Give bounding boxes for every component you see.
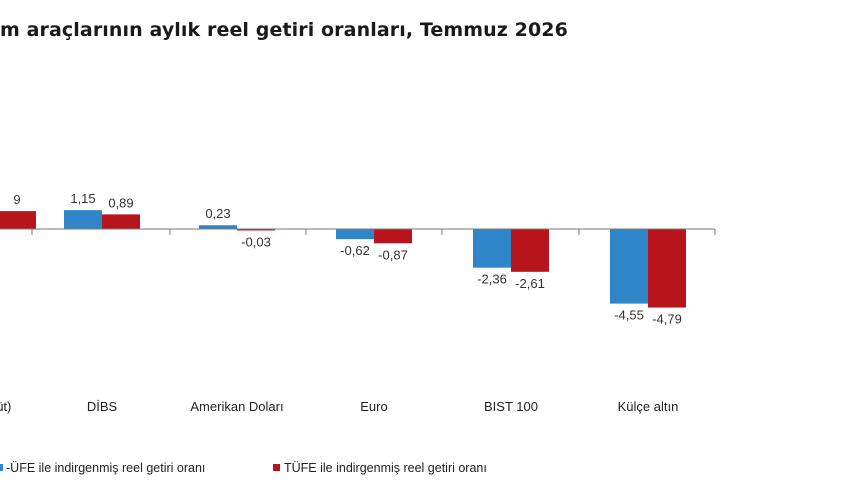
bar-s2-5 — [648, 229, 686, 308]
bars-layer — [0, 210, 686, 308]
bar-s2-0 — [0, 211, 36, 229]
category-label-1: DİBS — [87, 399, 118, 414]
legend-label-s1: -ÜFE ile indirgenmiş reel getiri oranı — [6, 461, 205, 475]
value-label-s2-3: -0,87 — [378, 247, 408, 262]
category-labels-layer: brüt) DİBS Amerikan Doları Euro BIST 100 Külç… — [0, 399, 678, 414]
value-label-s1-2: 0,23 — [205, 206, 230, 221]
bar-s1-1 — [64, 210, 102, 229]
chart-title: m araçlarının aylık reel getiri oranları… — [0, 19, 568, 41]
legend-marker-s1 — [0, 464, 3, 471]
bar-s1-2 — [199, 225, 237, 229]
value-label-s2-1: 0,89 — [108, 195, 133, 210]
value-label-s2-0: 9 — [13, 192, 20, 207]
bar-s2-2 — [237, 229, 275, 231]
category-label-0: brüt) — [0, 399, 11, 414]
bar-s1-3 — [336, 229, 374, 240]
legend-marker-s2 — [273, 464, 280, 471]
bar-s2-1 — [102, 214, 140, 229]
value-label-s2-5: -4,79 — [652, 312, 682, 327]
value-label-s1-4: -2,36 — [477, 272, 507, 287]
value-label-s1-3: -0,62 — [340, 243, 370, 258]
category-label-4: BIST 100 — [484, 399, 538, 414]
axis-layer — [0, 228, 716, 235]
category-label-3: Euro — [360, 399, 387, 414]
value-label-s2-2: -0,03 — [241, 235, 271, 250]
bar-s1-5 — [610, 229, 648, 304]
value-label-s1-1: 1,15 — [70, 191, 95, 206]
legend: -ÜFE ile indirgenmiş reel getiri oranı TÜ… — [0, 461, 487, 475]
bar-s2-3 — [374, 229, 412, 244]
value-label-s2-4: -2,61 — [515, 276, 545, 291]
legend-label-s2: TÜFE ile indirgenmiş reel getiri oranı — [284, 461, 487, 475]
bar-s2-4 — [511, 229, 549, 272]
category-label-5: Külçe altın — [618, 399, 679, 414]
category-label-2: Amerikan Doları — [190, 399, 283, 414]
bar-s1-4 — [473, 229, 511, 268]
value-label-s1-5: -4,55 — [614, 308, 644, 323]
value-labels-layer: 9 1,15 0,89 0,23 -0,03 -0,62 -0,87 -2,36 -2,61 -4… — [13, 191, 681, 326]
